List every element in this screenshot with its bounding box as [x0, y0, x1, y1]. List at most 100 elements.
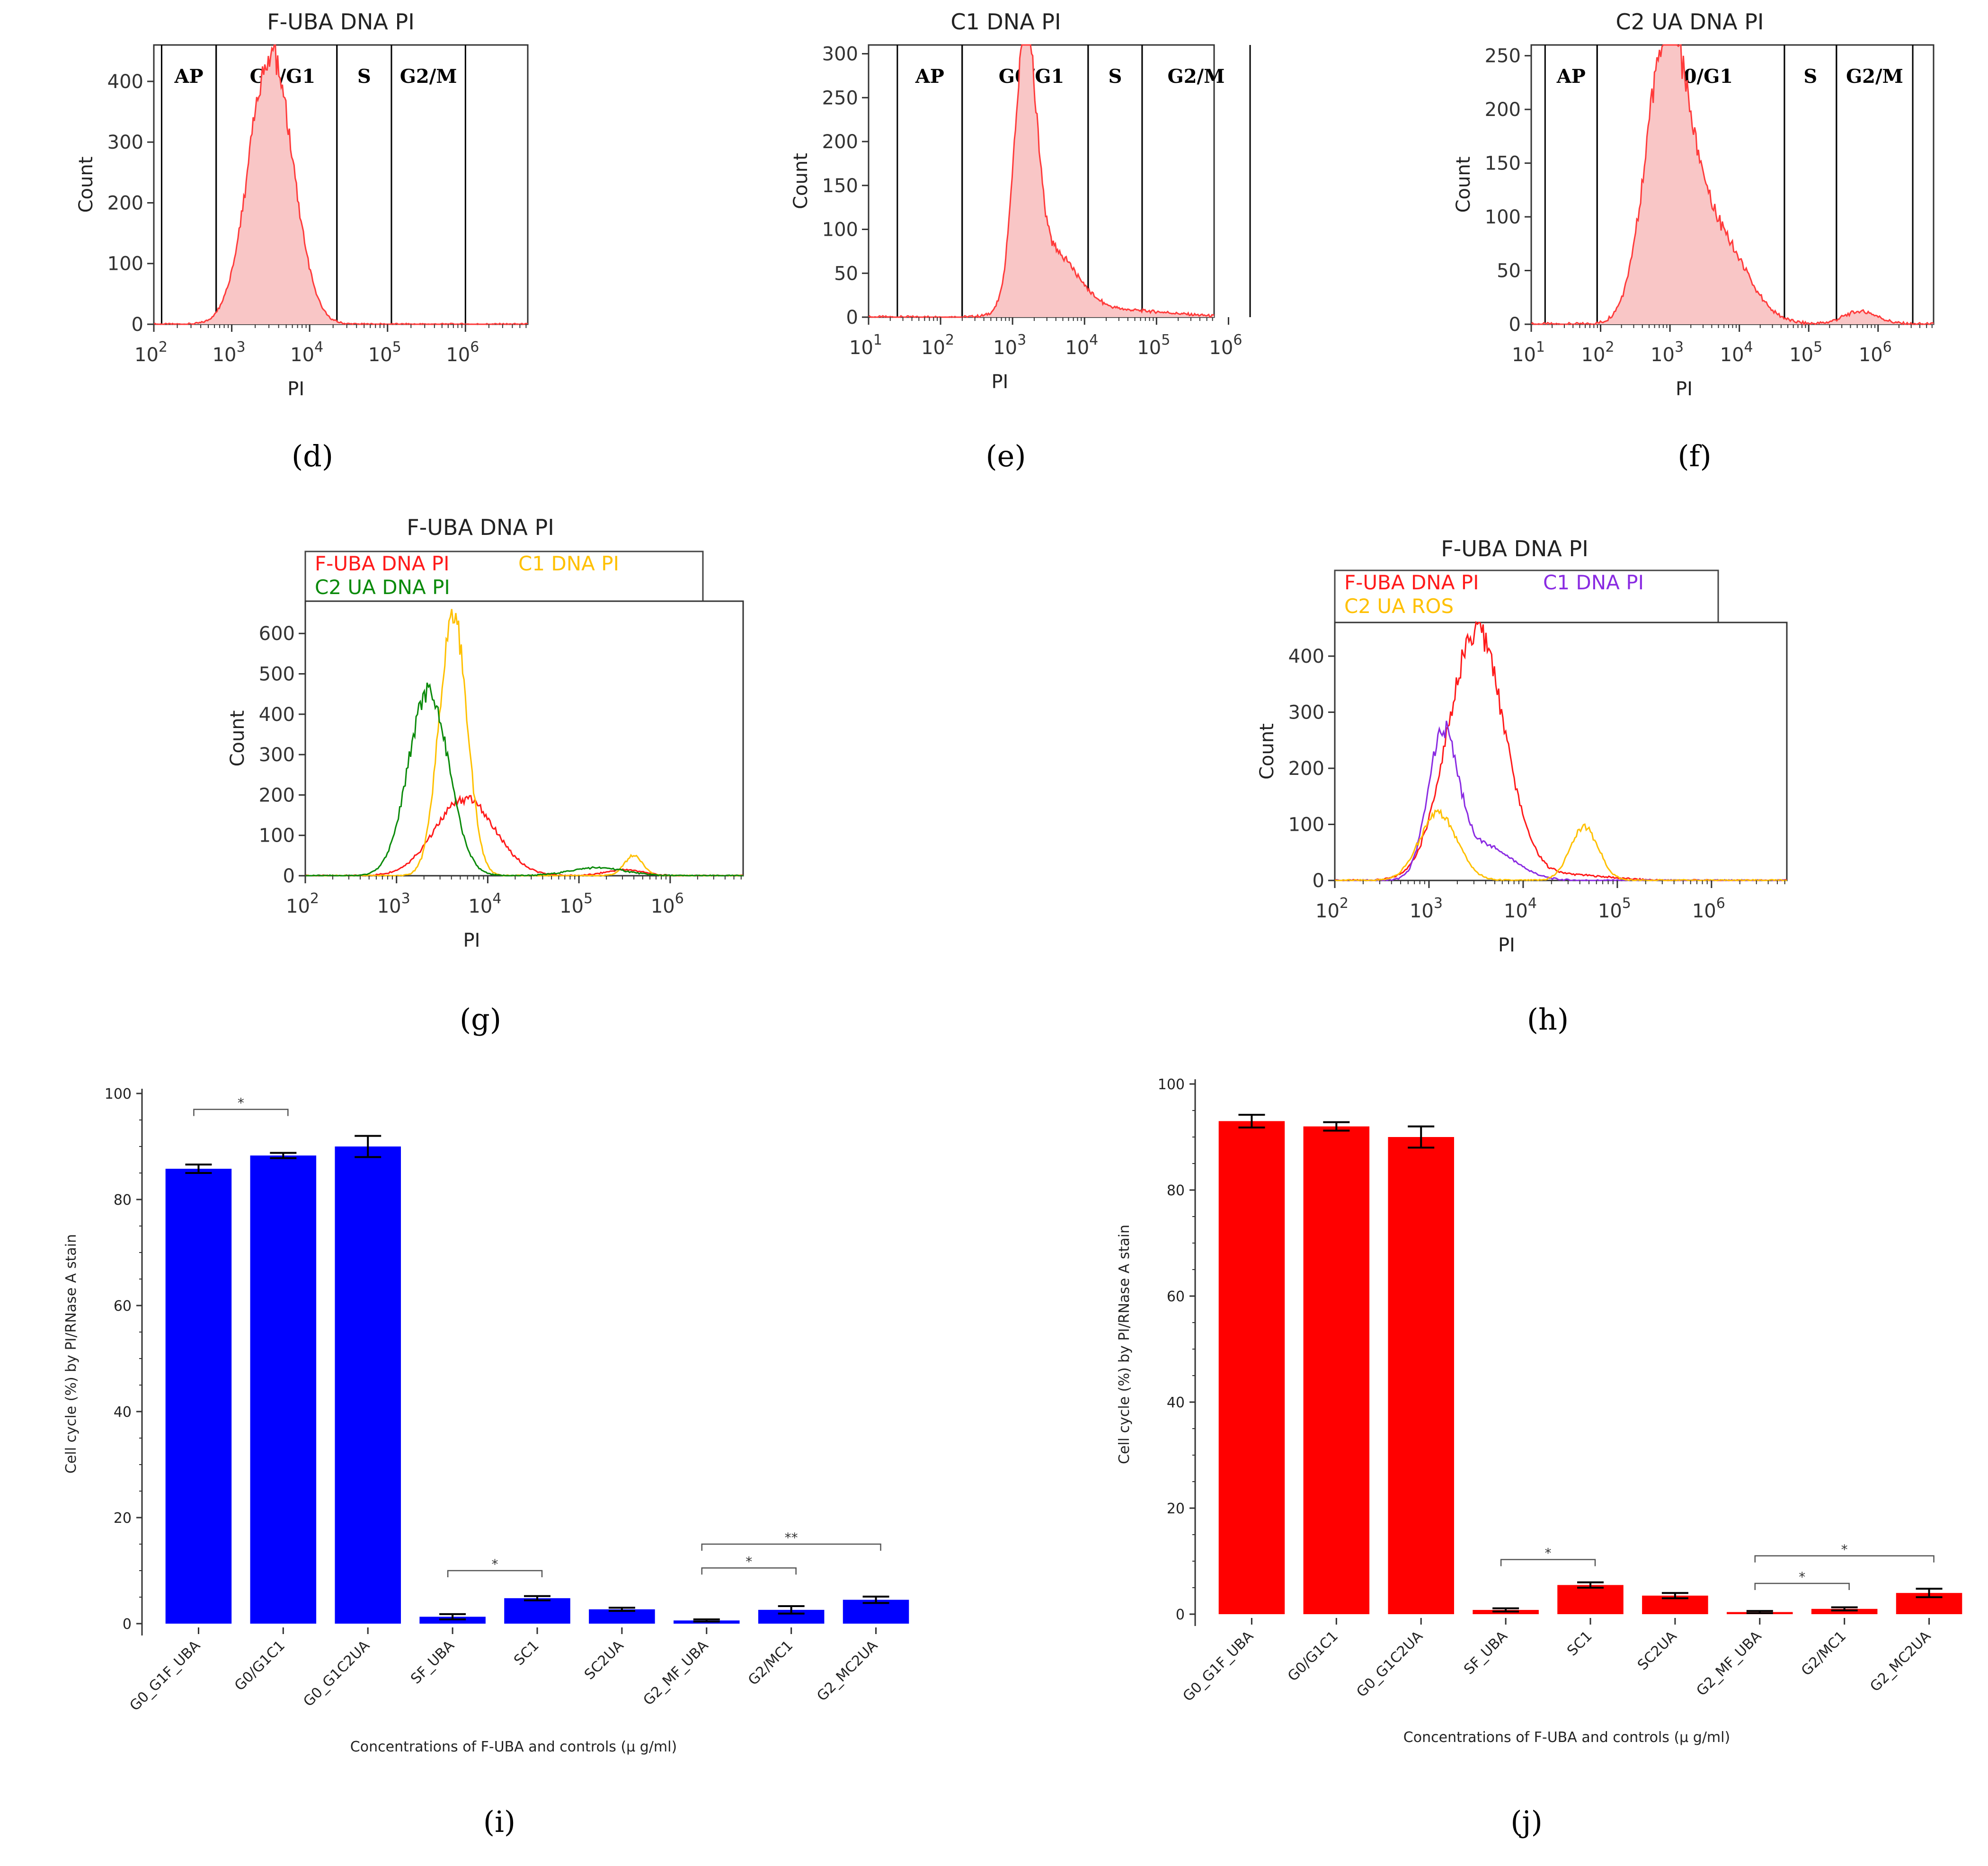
y-tick-label: 0 — [1176, 1607, 1185, 1623]
bar — [165, 1169, 232, 1624]
series-fill — [1531, 45, 1934, 324]
category-label: SF_UBA — [1461, 1628, 1511, 1678]
gate-label: G2/M — [400, 65, 457, 88]
panel-label: (g) — [460, 1002, 501, 1037]
x-tick-label: 103 — [377, 890, 410, 917]
x-tick-label: 102 — [1581, 339, 1615, 366]
category-label: G2/MC1 — [745, 1637, 796, 1688]
y-tick-label: 0 — [283, 865, 295, 887]
y-tick-label: 0 — [1509, 314, 1521, 336]
bar — [504, 1598, 570, 1624]
panel-label: (j) — [1510, 1804, 1543, 1839]
category-label: G2_MF_UBA — [1693, 1628, 1765, 1699]
histogram-panel-d: F-UBA DNA PI AP G0/G1 S G2/M 0 100 200 300 400 102… — [75, 9, 529, 473]
y-tick-label: 150 — [822, 175, 858, 197]
bar — [1303, 1126, 1370, 1614]
x-tick-label: 106 — [1692, 895, 1725, 922]
gate-label: S — [357, 65, 371, 88]
series-line — [868, 44, 1215, 319]
significance-bracket — [447, 1570, 543, 1577]
y-axis-label: Count — [75, 157, 97, 213]
y-tick-label: 40 — [114, 1404, 132, 1421]
y-tick-label: 20 — [114, 1510, 132, 1527]
legend-entry: F-UBA DNA PI — [1344, 571, 1479, 594]
histogram-panel-h: F-UBA DNA PI F-UBA DNA PI C1 DNA PI C2 UA R… — [1256, 536, 1788, 1037]
x-tick-label: 105 — [1789, 339, 1822, 366]
x-tick-label: 104 — [468, 890, 501, 917]
significance-bracket — [1500, 1559, 1596, 1566]
x-tick-label: 106 — [1859, 339, 1892, 366]
y-tick-label: 400 — [1288, 646, 1324, 667]
significance-bracket — [1754, 1555, 1935, 1563]
y-tick-label: 100 — [259, 825, 295, 847]
series-fill — [869, 45, 1214, 317]
y-tick-label: 500 — [259, 664, 295, 685]
x-axis-label: Concentrations of F-UBA and controls (μ … — [350, 1739, 677, 1755]
y-tick-label: 50 — [834, 263, 858, 284]
y-tick-label: 0 — [1313, 870, 1324, 892]
series-line — [305, 682, 743, 877]
panel-label: (h) — [1527, 1002, 1569, 1037]
chart-title: F-UBA DNA PI — [267, 9, 415, 35]
category-label: G0_G1C2UA — [300, 1637, 373, 1710]
x-tick-label: 104 — [1504, 895, 1537, 922]
y-tick-label: 60 — [114, 1298, 132, 1315]
y-axis-label: Count — [790, 153, 812, 209]
y-axis-label: Cell cycle (%) by PI/RNase A stain — [1116, 1225, 1133, 1464]
y-axis-label: Count — [227, 711, 248, 767]
legend-entry: C1 DNA PI — [1543, 571, 1644, 594]
y-tick-label: 200 — [1485, 99, 1521, 121]
category-label: G0/G1C1 — [1285, 1628, 1341, 1685]
legend-entry: C1 DNA PI — [518, 552, 619, 575]
y-tick-label: 300 — [107, 132, 143, 153]
category-label: SC1 — [511, 1637, 542, 1669]
series-fill — [154, 45, 528, 324]
x-tick-label: 103 — [1410, 895, 1443, 922]
plot-frame — [153, 44, 529, 325]
y-tick-label: 80 — [1167, 1182, 1185, 1199]
x-tick-label: 102 — [1315, 895, 1349, 922]
gate-label: G2/M — [1846, 65, 1903, 88]
y-tick-label: 80 — [114, 1192, 132, 1208]
x-tick-label: 104 — [1065, 332, 1098, 359]
gate-label: G2/M — [1168, 65, 1225, 88]
x-tick-label: 102 — [921, 332, 954, 359]
y-tick-label: 200 — [259, 784, 295, 806]
x-tick-label: 103 — [1651, 339, 1684, 366]
significance-bracket — [701, 1543, 881, 1551]
chart-title: C1 DNA PI — [950, 9, 1061, 35]
gate-label: G0/G1 — [250, 65, 316, 88]
y-tick-label: 250 — [822, 87, 858, 109]
bar — [335, 1146, 401, 1624]
y-tick-label: 100 — [1158, 1076, 1185, 1093]
panel-label: (i) — [483, 1804, 515, 1839]
chart-title: F-UBA DNA PI — [1441, 536, 1589, 561]
significance-bracket — [193, 1109, 289, 1116]
significance-bracket — [701, 1567, 797, 1575]
y-tick-label: 50 — [1497, 260, 1521, 282]
legend-box — [1334, 569, 1719, 623]
bar — [1218, 1121, 1285, 1614]
category-label: G2_MC2UA — [814, 1637, 881, 1705]
category-label: G2_MF_UBA — [640, 1637, 711, 1709]
significance-label: * — [1841, 1542, 1848, 1557]
x-tick-label: 103 — [213, 339, 246, 366]
y-tick-label: 100 — [107, 253, 143, 275]
gate-label: S — [1108, 65, 1122, 88]
y-tick-label: 100 — [822, 219, 858, 241]
x-tick-label: 104 — [290, 339, 323, 366]
bar — [1811, 1608, 1878, 1614]
x-axis-label: PI — [991, 371, 1008, 393]
bar-panel-i: 0 20 40 60 80 100 G0_G1F_UBA G0/G1C1 G0_G1C2UA SF… — [63, 1086, 909, 1839]
x-tick-label: 102 — [286, 890, 319, 917]
category-label: G0_G1C2UA — [1353, 1628, 1426, 1701]
y-tick-label: 0 — [132, 314, 143, 336]
category-label: SF_UBA — [408, 1637, 458, 1688]
x-tick-label: 104 — [1720, 339, 1753, 366]
histogram-panel-g: F-UBA DNA PI F-UBA DNA PI C1 DNA PI C2 UA D… — [227, 515, 744, 1037]
y-tick-label: 300 — [822, 44, 858, 65]
category-label: SC1 — [1564, 1628, 1596, 1660]
y-tick-label: 400 — [259, 704, 295, 726]
y-tick-label: 200 — [1288, 758, 1324, 780]
